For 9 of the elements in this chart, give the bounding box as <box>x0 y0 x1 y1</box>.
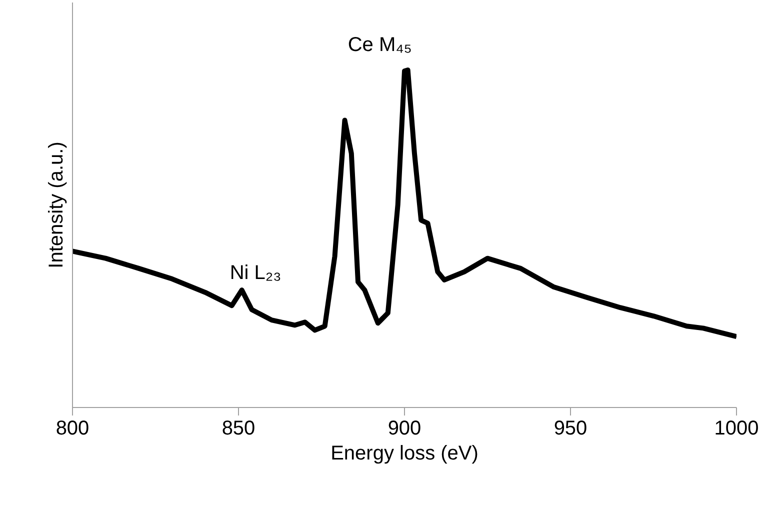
x-axis-title: Energy loss (eV) <box>330 442 478 464</box>
x-tick-label: 900 <box>388 418 422 440</box>
x-tick-label: 800 <box>56 418 90 440</box>
x-tick-label: 950 <box>554 418 588 440</box>
y-axis-title: Intensity (a.u.) <box>46 142 68 268</box>
annotation: Ni L₂₃ <box>230 262 282 284</box>
x-tick-label: 850 <box>222 418 256 440</box>
x-tick-label: 1000 <box>714 418 759 440</box>
annotation: Ce M₄₅ <box>348 34 412 56</box>
